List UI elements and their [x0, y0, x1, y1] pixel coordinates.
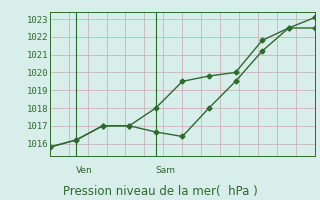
Text: Sam: Sam [156, 166, 176, 175]
Text: Ven: Ven [76, 166, 93, 175]
Text: Pression niveau de la mer(  hPa ): Pression niveau de la mer( hPa ) [63, 185, 257, 198]
